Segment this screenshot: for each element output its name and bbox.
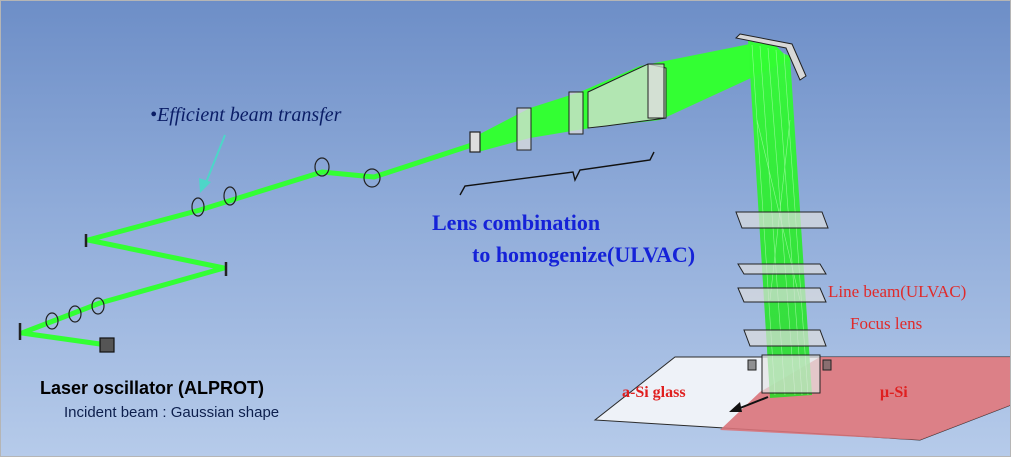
lens-group-bracket — [459, 151, 655, 196]
annotation-arrow-icon — [199, 134, 226, 193]
lens-combination-label: Lens combination — [432, 210, 601, 235]
line-beam-label: Line beam(ULVAC) — [828, 282, 967, 301]
mu-si-label: μ-Si — [880, 384, 908, 401]
incident-beam-label: Incident beam : Gaussian shape — [64, 404, 280, 421]
laser-beam-path — [19, 40, 790, 348]
a-si-glass-label: a-Si glass — [622, 384, 686, 401]
homogenizer-lenses — [516, 63, 667, 151]
efficient-transfer-label: •Efficient beam transfer — [150, 104, 342, 126]
turning-mirror — [734, 33, 807, 81]
homogenize-label: to homogenize(ULVAC) — [472, 242, 696, 267]
laser-oscillator-box — [99, 337, 115, 353]
focus-lens-label: Focus lens — [850, 314, 923, 333]
scan-arrow-icon — [729, 396, 769, 412]
laser-oscillator-label: Laser oscillator (ALPROT) — [40, 378, 265, 398]
line-beam-optics — [735, 211, 832, 394]
transfer-optics — [18, 131, 481, 353]
